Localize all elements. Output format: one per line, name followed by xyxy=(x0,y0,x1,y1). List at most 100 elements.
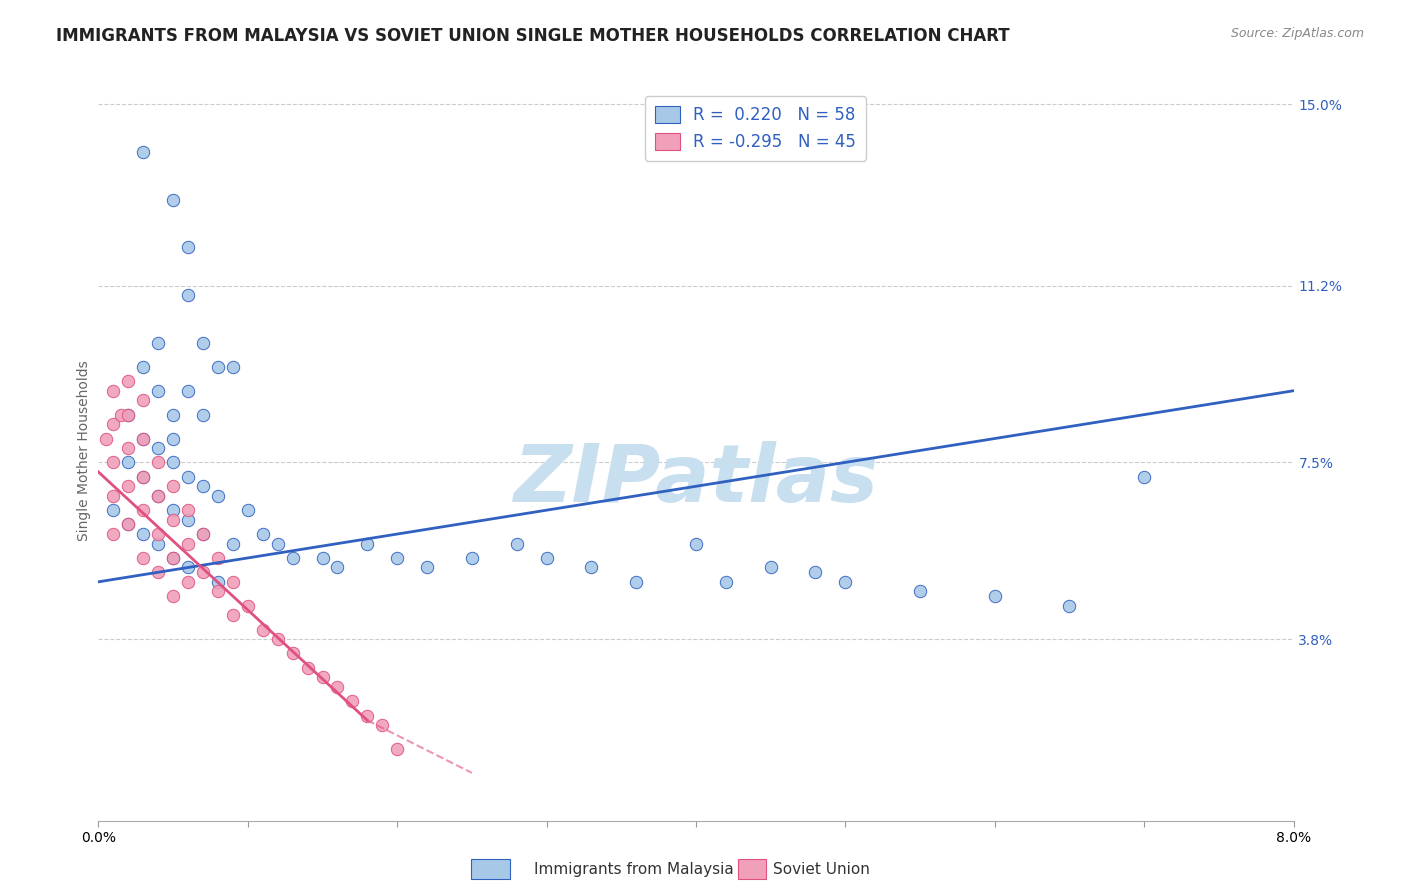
Point xyxy=(162,550,184,565)
Point xyxy=(267,632,290,647)
Point xyxy=(103,455,125,469)
Point xyxy=(162,503,184,517)
Point xyxy=(356,708,378,723)
Point xyxy=(191,527,214,541)
Point xyxy=(252,623,274,637)
Point xyxy=(581,560,603,574)
Point xyxy=(177,536,200,550)
Y-axis label: Single Mother Households: Single Mother Households xyxy=(77,360,91,541)
Point xyxy=(236,503,259,517)
Point xyxy=(162,589,184,603)
Point xyxy=(132,469,155,483)
Point xyxy=(207,584,229,599)
Point xyxy=(222,359,245,374)
Point xyxy=(177,240,200,254)
Point xyxy=(148,384,170,398)
Point xyxy=(281,647,304,661)
Point xyxy=(148,336,170,351)
Point xyxy=(281,550,304,565)
Point xyxy=(297,661,319,675)
Text: ZIPatlas: ZIPatlas xyxy=(513,441,879,519)
Point xyxy=(222,608,245,623)
Point xyxy=(148,489,170,503)
Point xyxy=(117,517,139,532)
Point xyxy=(162,193,184,207)
Point xyxy=(311,550,333,565)
Point xyxy=(626,574,648,589)
Point xyxy=(191,527,214,541)
Legend: R =  0.220   N = 58, R = -0.295   N = 45: R = 0.220 N = 58, R = -0.295 N = 45 xyxy=(645,96,866,161)
Point xyxy=(385,550,409,565)
Point xyxy=(103,417,125,432)
Point xyxy=(536,550,558,565)
Point xyxy=(132,393,155,408)
Point xyxy=(162,455,184,469)
Point xyxy=(326,560,349,574)
Point xyxy=(984,589,1007,603)
Point xyxy=(207,359,229,374)
Point xyxy=(1133,469,1156,483)
Point xyxy=(162,513,184,527)
Point xyxy=(148,566,170,580)
Point xyxy=(207,489,229,503)
Point xyxy=(148,455,170,469)
Text: Soviet Union: Soviet Union xyxy=(773,863,870,877)
Point xyxy=(385,742,409,756)
Text: Immigrants from Malaysia: Immigrants from Malaysia xyxy=(534,863,734,877)
Point xyxy=(311,670,333,684)
Point xyxy=(148,536,170,550)
Point xyxy=(103,503,125,517)
Point xyxy=(162,550,184,565)
Point xyxy=(685,536,707,550)
Point xyxy=(132,432,155,446)
Point xyxy=(222,574,245,589)
Point xyxy=(252,527,274,541)
Point xyxy=(94,432,117,446)
Point xyxy=(356,536,378,550)
Point xyxy=(132,503,155,517)
Point xyxy=(1059,599,1081,613)
Point xyxy=(117,441,139,455)
Point xyxy=(132,550,155,565)
Point xyxy=(222,536,245,550)
Point xyxy=(132,145,155,159)
Point xyxy=(132,432,155,446)
Point xyxy=(117,374,139,388)
Point xyxy=(132,469,155,483)
Point xyxy=(371,718,394,732)
Point xyxy=(177,469,200,483)
Point xyxy=(177,574,200,589)
Point xyxy=(416,560,439,574)
Point xyxy=(759,560,782,574)
Point xyxy=(908,584,931,599)
Point xyxy=(834,574,856,589)
Point xyxy=(191,479,214,493)
Point xyxy=(177,503,200,517)
Point xyxy=(804,566,827,580)
Point xyxy=(148,441,170,455)
Point xyxy=(191,408,214,422)
Point xyxy=(132,527,155,541)
Point xyxy=(103,489,125,503)
Point xyxy=(207,550,229,565)
Point xyxy=(506,536,529,550)
Point xyxy=(148,489,170,503)
Point xyxy=(103,384,125,398)
Point xyxy=(162,432,184,446)
Point xyxy=(177,288,200,302)
Text: Source: ZipAtlas.com: Source: ZipAtlas.com xyxy=(1230,27,1364,40)
Point xyxy=(117,408,139,422)
Point xyxy=(342,694,364,708)
Point xyxy=(103,527,125,541)
Point xyxy=(117,517,139,532)
Point xyxy=(326,680,349,694)
Point xyxy=(148,527,170,541)
Point xyxy=(461,550,484,565)
Point xyxy=(177,560,200,574)
Point xyxy=(191,566,214,580)
Point xyxy=(177,513,200,527)
Point xyxy=(177,384,200,398)
Point xyxy=(191,336,214,351)
Point xyxy=(267,536,290,550)
Text: IMMIGRANTS FROM MALAYSIA VS SOVIET UNION SINGLE MOTHER HOUSEHOLDS CORRELATION CH: IMMIGRANTS FROM MALAYSIA VS SOVIET UNION… xyxy=(56,27,1010,45)
